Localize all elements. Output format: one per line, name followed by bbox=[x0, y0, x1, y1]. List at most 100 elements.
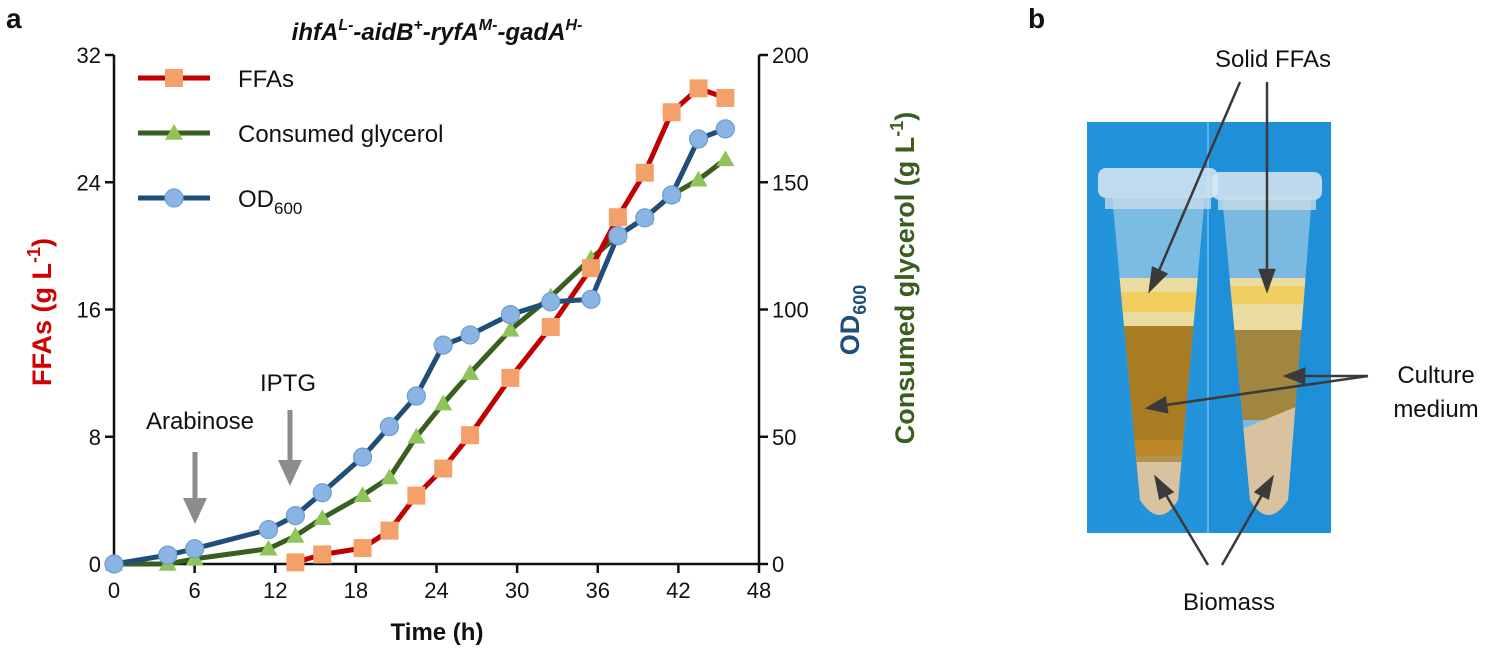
data-point bbox=[635, 208, 655, 228]
x-tick-label: 12 bbox=[263, 578, 287, 603]
data-point bbox=[313, 509, 332, 525]
legend-item: Consumed glycerol bbox=[138, 121, 443, 148]
left-y-tick-label: 16 bbox=[77, 298, 101, 323]
data-point bbox=[158, 545, 178, 565]
data-point bbox=[259, 539, 278, 556]
data-point bbox=[380, 468, 399, 485]
data-point bbox=[258, 520, 279, 540]
data-point bbox=[715, 119, 736, 139]
series-layer bbox=[104, 79, 736, 574]
data-point bbox=[185, 539, 205, 559]
data-point bbox=[313, 545, 332, 564]
data-point bbox=[461, 364, 480, 380]
data-point bbox=[286, 527, 305, 543]
data-point bbox=[352, 447, 373, 467]
right-y-axis-label-od600: OD600 bbox=[835, 285, 870, 356]
x-axis-label: Time (h) bbox=[391, 619, 484, 646]
left-y-axis-label: FFAs (g L-1) bbox=[24, 238, 57, 386]
x-tick-label: 48 bbox=[747, 578, 771, 603]
data-point bbox=[662, 103, 681, 122]
x-tick-label: 24 bbox=[424, 578, 448, 603]
series-ffas bbox=[286, 79, 735, 572]
data-point bbox=[433, 335, 453, 355]
x-tick-label: 0 bbox=[108, 578, 120, 603]
data-point bbox=[104, 554, 124, 574]
left-y-tick-label: 8 bbox=[89, 425, 101, 450]
left-y-axis-ticks: 0 8 16 24 32 bbox=[77, 43, 114, 577]
data-point bbox=[500, 304, 521, 325]
data-point bbox=[461, 426, 480, 445]
x-tick-label: 36 bbox=[586, 578, 610, 603]
right-y-axis-label-glycerol: Consumed glycerol (g L-1) bbox=[887, 112, 920, 445]
data-point bbox=[716, 88, 735, 107]
data-point bbox=[501, 320, 520, 337]
data-point bbox=[716, 150, 735, 167]
legend-marker bbox=[165, 124, 183, 140]
x-tick-label: 42 bbox=[666, 578, 690, 603]
label-biomass: Biomass bbox=[1183, 589, 1275, 616]
annotations: Arabinose IPTG bbox=[146, 370, 316, 524]
data-point bbox=[582, 259, 601, 278]
label-solid-ffas: Solid FFAs bbox=[1215, 46, 1331, 73]
legend-label: Consumed glycerol bbox=[238, 121, 443, 148]
legend-item: FFAs bbox=[138, 66, 294, 93]
data-point bbox=[635, 163, 654, 182]
data-point bbox=[353, 486, 372, 503]
legend-marker bbox=[165, 69, 183, 87]
legend-label: OD600 bbox=[238, 186, 302, 218]
right-y-tick-label: 150 bbox=[772, 170, 809, 195]
legend: FFAs Consumed glycerol OD600 bbox=[138, 66, 443, 218]
right-y-tick-label: 200 bbox=[772, 43, 809, 68]
label-medium: medium bbox=[1393, 396, 1478, 423]
data-point bbox=[286, 553, 305, 572]
data-point bbox=[688, 129, 709, 149]
data-point bbox=[353, 539, 372, 558]
legend-item: OD600 bbox=[138, 186, 302, 218]
data-point bbox=[581, 289, 601, 309]
series-od600 bbox=[104, 119, 736, 574]
right-y-tick-label: 0 bbox=[772, 552, 784, 577]
data-point bbox=[608, 208, 627, 227]
ffa-production-chart: ihfAL--aidB+-ryfAM--gadAH- 0 6 12 18 24 30 36 4… bbox=[24, 17, 920, 646]
data-point bbox=[407, 486, 426, 505]
data-point bbox=[689, 170, 708, 187]
data-point bbox=[460, 325, 480, 345]
data-point bbox=[689, 79, 708, 98]
data-point bbox=[380, 521, 399, 540]
right-y-axis-ticks: 0 50 100 150 200 bbox=[759, 43, 809, 577]
panel-a-letter: a bbox=[6, 3, 22, 34]
left-y-tick-label: 32 bbox=[77, 43, 101, 68]
legend-label: FFAs bbox=[238, 66, 294, 93]
left-y-tick-label: 24 bbox=[77, 170, 101, 195]
tube-photo: Solid FFAs Culture medium Biomass bbox=[1087, 46, 1479, 616]
photo-annotation-arrows bbox=[1144, 81, 1369, 566]
panel-b-letter: b bbox=[1028, 3, 1045, 34]
data-point bbox=[312, 483, 332, 503]
data-point bbox=[434, 459, 453, 478]
x-axis-ticks: 0 6 12 18 24 30 36 42 48 bbox=[108, 564, 771, 603]
iptg-arrow-icon bbox=[278, 410, 302, 486]
x-tick-label: 6 bbox=[189, 578, 201, 603]
data-point bbox=[541, 317, 560, 336]
data-point bbox=[434, 394, 453, 411]
data-point bbox=[379, 416, 400, 437]
arabinose-arrow-icon bbox=[183, 452, 207, 524]
right-y-tick-label: 50 bbox=[772, 425, 796, 450]
data-point bbox=[285, 506, 306, 526]
data-point bbox=[407, 427, 426, 444]
x-tick-label: 18 bbox=[344, 578, 368, 603]
data-point bbox=[608, 226, 628, 246]
data-point bbox=[501, 368, 520, 387]
data-point bbox=[662, 185, 682, 205]
annotation-iptg: IPTG bbox=[260, 370, 316, 397]
data-point bbox=[541, 292, 561, 312]
chart-title: ihfAL--aidB+-ryfAM--gadAH- bbox=[292, 17, 583, 46]
annotation-arabinose: Arabinose bbox=[146, 408, 254, 435]
x-tick-label: 30 bbox=[505, 578, 529, 603]
left-y-tick-label: 0 bbox=[89, 552, 101, 577]
legend-marker bbox=[164, 188, 184, 208]
right-y-tick-label: 100 bbox=[772, 298, 809, 323]
data-point bbox=[406, 386, 426, 406]
label-culture: Culture bbox=[1397, 362, 1474, 389]
